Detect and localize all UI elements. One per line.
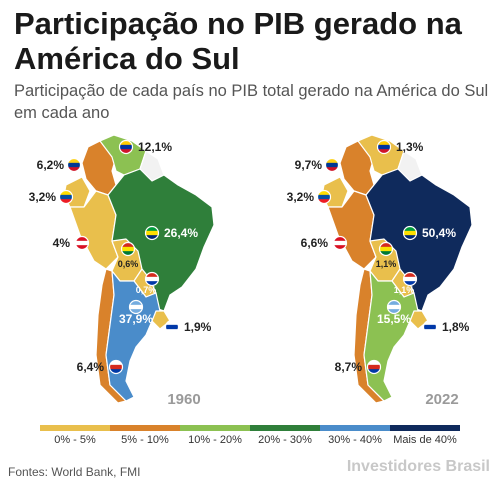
share-label-ecuador: 3,2%: [29, 190, 57, 204]
flag-venezuela-icon: [118, 139, 134, 155]
flag-argentina-icon: [386, 299, 402, 315]
flag-uruguay-icon: [164, 319, 180, 335]
flag-venezuela-icon: [376, 139, 392, 155]
legend-swatch: [320, 425, 390, 431]
source-note: Fontes: World Bank, FMI: [8, 465, 141, 479]
share-label-paraguay: 1,1%: [394, 285, 415, 295]
legend-item-40-plus: Mais de 40%: [390, 425, 460, 446]
flag-colombia-icon: [324, 157, 340, 173]
legend-swatch: [180, 425, 250, 431]
share-label-bolivia: 1,1%: [376, 259, 397, 269]
share-label-uruguay: 1,8%: [442, 320, 470, 334]
flag-peru-icon: [74, 235, 90, 251]
legend-swatch: [390, 425, 460, 431]
share-label-colombia: 6,2%: [37, 158, 65, 172]
legend-item-30-40: 30% - 40%: [320, 425, 390, 446]
legend-label: 20% - 30%: [258, 434, 312, 446]
map-2022: 1,3% 9,7% 3,2% 6,6% 1,1% 50,4% 1,1% 15,5% 1,8% 8,…: [287, 134, 473, 408]
share-label-venezuela: 12,1%: [138, 140, 172, 154]
flag-bolivia-icon: [120, 241, 136, 257]
share-label-peru: 4%: [53, 236, 71, 250]
legend-item-20-30: 20% - 30%: [250, 425, 320, 446]
share-label-peru: 6,6%: [301, 236, 329, 250]
legend-label: 30% - 40%: [328, 434, 382, 446]
legend-item-0-5: 0% - 5%: [40, 425, 110, 446]
legend-label: 0% - 5%: [54, 434, 96, 446]
legend-label: 5% - 10%: [121, 434, 169, 446]
flag-paraguay-icon: [402, 271, 418, 287]
page-subtitle: Participação de cada país no PIB total g…: [14, 82, 489, 122]
brand-watermark: Investidores Brasil: [346, 458, 490, 475]
page-title: Participação no PIB gerado na América do…: [14, 6, 462, 76]
year-label: 1960: [167, 391, 200, 408]
legend-item-5-10: 5% - 10%: [110, 425, 180, 446]
share-label-paraguay: 0,7%: [136, 285, 157, 295]
flag-peru-icon: [332, 235, 348, 251]
share-label-argentina: 15,5%: [377, 312, 411, 326]
flag-brazil-icon: [144, 225, 160, 241]
flag-argentina-icon: [128, 299, 144, 315]
flag-uruguay-icon: [422, 319, 438, 335]
flag-brazil-icon: [402, 225, 418, 241]
share-label-chile: 6,4%: [77, 360, 105, 374]
flag-chile-icon: [108, 359, 124, 375]
legend-swatch: [40, 425, 110, 431]
map-1960: 12,1% 6,2% 3,2% 4% 0,6% 26,4% 0,7% 37,9% 1,9% 6,4…: [29, 134, 215, 408]
share-label-argentina: 37,9%: [119, 312, 153, 326]
flag-ecuador-icon: [58, 189, 74, 205]
legend-swatch: [250, 425, 320, 431]
legend: 0% - 5% 5% - 10% 10% - 20% 20% - 30% 30%…: [40, 425, 460, 446]
share-label-uruguay: 1,9%: [184, 320, 212, 334]
share-label-colombia: 9,7%: [295, 158, 323, 172]
year-label: 2022: [425, 391, 458, 408]
legend-label: 10% - 20%: [188, 434, 242, 446]
share-label-bolivia: 0,6%: [118, 259, 139, 269]
flag-bolivia-icon: [378, 241, 394, 257]
share-label-brazil: 26,4%: [164, 226, 198, 240]
share-label-chile: 8,7%: [335, 360, 363, 374]
share-label-ecuador: 3,2%: [287, 190, 315, 204]
flag-colombia-icon: [66, 157, 82, 173]
legend-label: Mais de 40%: [393, 434, 457, 446]
legend-item-10-20: 10% - 20%: [180, 425, 250, 446]
flag-chile-icon: [366, 359, 382, 375]
share-label-venezuela: 1,3%: [396, 140, 424, 154]
flag-ecuador-icon: [316, 189, 332, 205]
share-label-brazil: 50,4%: [422, 226, 456, 240]
legend-swatch: [110, 425, 180, 431]
flag-paraguay-icon: [144, 271, 160, 287]
